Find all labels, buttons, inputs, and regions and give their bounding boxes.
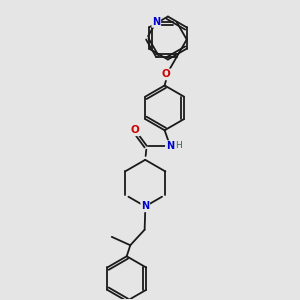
Text: H: H	[176, 141, 182, 150]
Text: O: O	[162, 69, 170, 80]
Text: N: N	[152, 17, 160, 27]
Text: N: N	[141, 201, 149, 212]
Text: N: N	[166, 141, 174, 151]
Text: O: O	[131, 125, 140, 135]
